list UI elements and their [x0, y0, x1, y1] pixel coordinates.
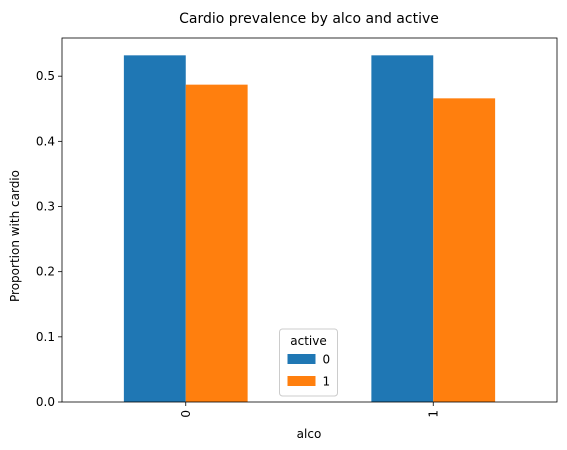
y-axis-label: Proportion with cardio — [8, 170, 22, 302]
y-tick-label: 0.2 — [36, 265, 55, 279]
legend-label-1: 1 — [323, 375, 331, 389]
chart-title: Cardio prevalence by alco and active — [179, 11, 439, 27]
legend-title: active — [290, 334, 326, 348]
y-tick-label: 0.3 — [36, 200, 55, 214]
plot-area: 0.0 0.1 0.2 0.3 0.4 0.5 0 1 — [36, 37, 558, 418]
legend: active 0 1 — [279, 328, 338, 397]
axes-frame — [61, 37, 558, 403]
bar-alco-1-active-0 — [371, 55, 434, 402]
bar-alco-1-active-1 — [433, 98, 496, 402]
legend-label-0: 0 — [323, 353, 331, 367]
y-tick-label: 0.5 — [36, 69, 55, 83]
x-tick-label: 0 — [179, 410, 193, 418]
legend-swatch-0 — [287, 354, 316, 364]
x-tick-label: 1 — [426, 410, 440, 418]
y-tick-label: 0.1 — [36, 330, 55, 344]
y-tick-label: 0.0 — [36, 395, 55, 409]
x-axis-label: alco — [297, 427, 322, 441]
y-tick-label: 0.4 — [36, 134, 55, 148]
bar-alco-0-active-1 — [185, 84, 248, 402]
bar-alco-0-active-0 — [123, 55, 186, 402]
legend-swatch-1 — [287, 376, 316, 386]
